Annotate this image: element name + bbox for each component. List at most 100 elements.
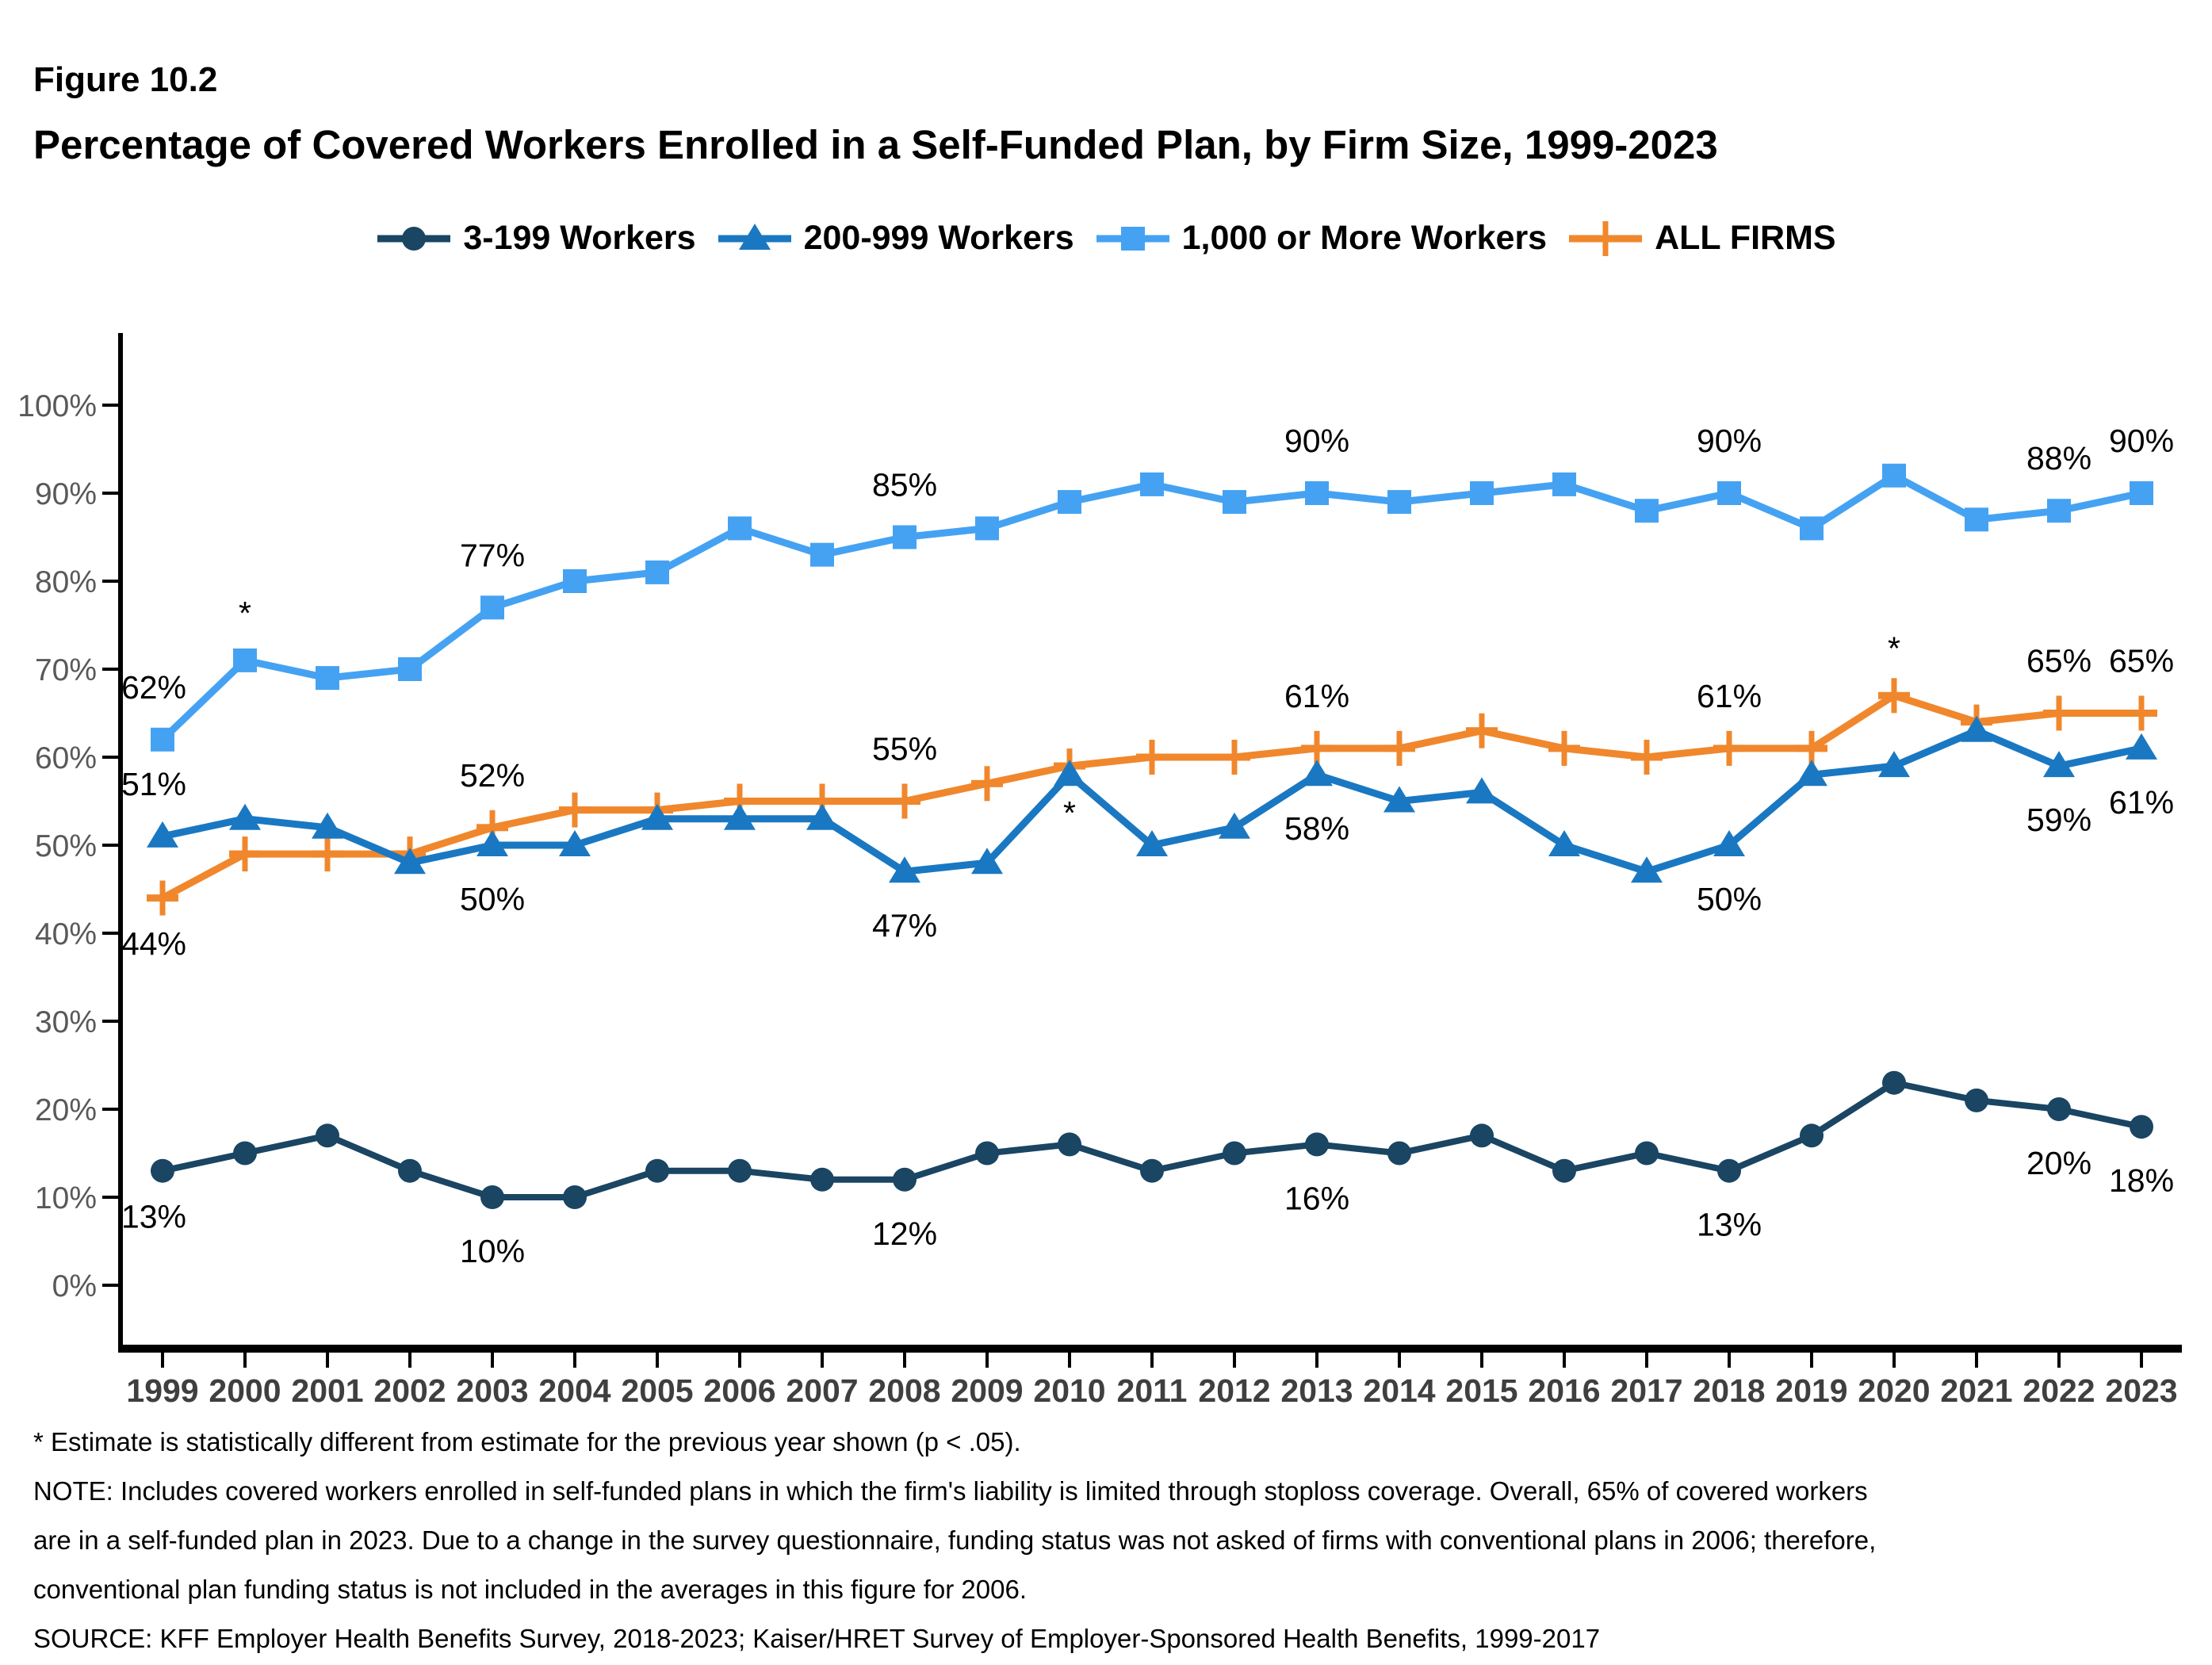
data-point xyxy=(1800,1123,1824,1148)
data-point xyxy=(1965,1088,1988,1112)
data-label: 12% xyxy=(872,1215,937,1252)
data-point xyxy=(1305,1132,1329,1157)
x-tick-label: 2013 xyxy=(1280,1372,1353,1409)
data-label: 50% xyxy=(1697,881,1762,917)
y-tick-label: 50% xyxy=(35,829,97,863)
data-point xyxy=(1552,472,1576,496)
x-tick-label: 2006 xyxy=(703,1372,775,1409)
x-tick-label: 2011 xyxy=(1117,1372,1188,1409)
data-point xyxy=(1796,744,1827,752)
data-point xyxy=(1301,760,1333,787)
data-label: 13% xyxy=(121,1199,186,1235)
data-point xyxy=(1882,1070,1906,1095)
data-point xyxy=(2126,710,2157,717)
x-tick-label: 2017 xyxy=(1610,1372,1682,1409)
data-point xyxy=(398,1158,422,1183)
data-point xyxy=(2130,481,2153,505)
data-point xyxy=(1383,786,1415,813)
data-point xyxy=(147,894,178,902)
series-3-199-workers xyxy=(151,1070,2153,1209)
data-point xyxy=(1717,1158,1741,1183)
data-point xyxy=(398,657,422,681)
series-line-all-firms xyxy=(159,691,2145,902)
data-label: 16% xyxy=(1284,1180,1349,1216)
data-point xyxy=(728,1158,752,1183)
data-labels: 62% 51% 44% 13% * 77% 52% 50% 10% 85% 55% 47% 12% * 90… xyxy=(121,423,2174,1269)
data-point xyxy=(1961,715,1992,742)
x-tick-label: 2007 xyxy=(786,1372,858,1409)
data-point xyxy=(1058,1132,1081,1157)
title-block: Figure 10.2 Percentage of Covered Worker… xyxy=(33,60,1718,168)
data-point xyxy=(1882,463,1906,488)
data-label: 85% xyxy=(872,467,937,503)
data-point xyxy=(975,1141,999,1166)
data-point xyxy=(1635,499,1659,523)
data-point xyxy=(1470,481,1494,505)
data-point xyxy=(1713,830,1745,856)
data-point xyxy=(1466,777,1498,804)
data-point xyxy=(1590,235,1622,242)
data-point xyxy=(889,798,920,805)
data-point xyxy=(1054,760,1085,787)
data-point xyxy=(1136,753,1168,761)
data-label: 65% xyxy=(2109,643,2174,679)
data-point xyxy=(641,803,673,830)
data-point xyxy=(316,666,339,691)
data-point xyxy=(889,856,920,883)
data-point xyxy=(1717,481,1741,505)
data-point xyxy=(312,850,343,858)
data-label: 55% xyxy=(872,731,937,767)
data-label: 59% xyxy=(2026,802,2091,838)
data-point xyxy=(2130,1115,2153,1139)
data-label: 61% xyxy=(2109,784,2174,821)
data-label: 62% xyxy=(121,669,186,706)
series-1-000-or-more-workers xyxy=(151,463,2153,752)
data-label: 88% xyxy=(2026,440,2091,477)
data-label: 44% xyxy=(121,926,186,963)
chart-legend: 3-199 Workers 200-999 Workers 1,000 or Mor… xyxy=(0,219,2212,258)
data-point xyxy=(1965,507,1988,532)
data-point xyxy=(2043,751,2075,778)
y-tick-label: 60% xyxy=(35,741,97,775)
significance-asterisk: * xyxy=(1063,794,1076,831)
data-point xyxy=(975,516,999,541)
x-tick-label: 2010 xyxy=(1033,1372,1105,1409)
data-point xyxy=(645,560,669,584)
3-199-workers-legend-marker xyxy=(377,226,451,251)
data-label: 10% xyxy=(460,1233,525,1269)
data-label: 61% xyxy=(1697,678,1762,714)
data-point xyxy=(559,830,591,856)
data-label: 77% xyxy=(460,537,525,573)
data-point xyxy=(1713,744,1745,752)
legend-item-all-firms: ALL FIRMS xyxy=(1567,219,1836,258)
data-point xyxy=(563,1185,587,1209)
data-point xyxy=(1219,753,1250,761)
legend-item-1-000-or-more-workers: 1,000 or More Workers xyxy=(1095,219,1547,258)
figure-label: Figure 10.2 xyxy=(33,60,218,99)
data-point xyxy=(2043,710,2075,717)
legend-label-200-999-workers: 200-999 Workers xyxy=(803,219,1074,257)
series-line-1-000-or-more-workers xyxy=(159,472,2145,744)
footnote-significance: * Estimate is statistically different fr… xyxy=(33,1427,1021,1456)
data-point xyxy=(1383,744,1415,752)
data-point xyxy=(728,516,752,541)
data-label: 51% xyxy=(121,766,186,802)
axes: 0% 10% 20% 30% 40% 50% 60% 70% 80% 90% 100% 1999 200… xyxy=(17,333,2182,1409)
data-point xyxy=(971,848,1003,875)
data-point xyxy=(1470,1123,1494,1148)
data-point xyxy=(2047,1097,2071,1121)
data-point xyxy=(2126,733,2157,760)
y-tick-label: 30% xyxy=(35,1005,97,1039)
data-point xyxy=(312,812,343,839)
y-tick-label: 90% xyxy=(35,477,97,511)
y-tick-label: 20% xyxy=(35,1093,97,1127)
data-point xyxy=(1548,744,1580,752)
x-tick-label: 2004 xyxy=(538,1372,610,1409)
data-label: 47% xyxy=(872,907,937,944)
data-point xyxy=(1800,516,1824,541)
data-point xyxy=(724,803,756,830)
x-tick-label: 2014 xyxy=(1363,1372,1435,1409)
data-point xyxy=(1219,812,1250,839)
